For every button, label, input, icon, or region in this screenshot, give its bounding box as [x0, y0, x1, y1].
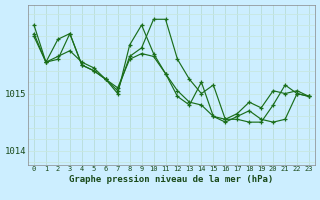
- X-axis label: Graphe pression niveau de la mer (hPa): Graphe pression niveau de la mer (hPa): [69, 175, 274, 184]
